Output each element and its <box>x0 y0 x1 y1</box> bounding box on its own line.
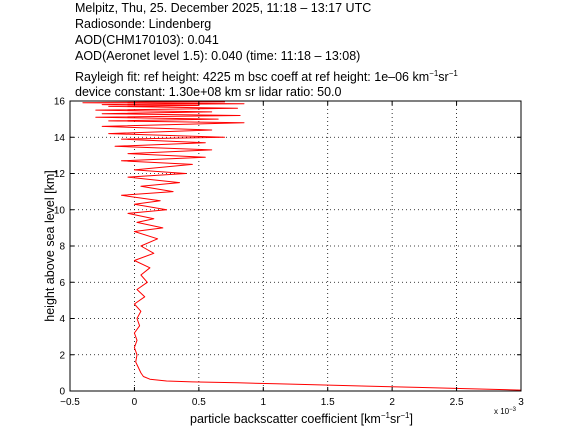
title-line-device-constant: device constant: 1.30e+08 km sr lidar ra… <box>75 85 342 99</box>
backscatter-profile-line <box>82 100 522 391</box>
y-tick-label: 8 <box>59 242 65 253</box>
y-tick-label: 14 <box>54 133 66 144</box>
x-tick-label: 0.5 <box>192 397 206 408</box>
y-tick-label: 4 <box>59 314 65 325</box>
x-tick-label: 3 <box>518 397 524 408</box>
plot-area <box>70 101 521 391</box>
y-tick-label: 2 <box>59 350 65 361</box>
title-line-aod-aeronet: AOD(Aeronet level 1.5): 0.040 (time: 11:… <box>75 49 361 63</box>
x-tick-label: 2.5 <box>450 397 464 408</box>
x-tick-label: 2 <box>389 397 395 408</box>
x-axis-exponent: x 10−3 <box>494 407 517 416</box>
title-line-rayleigh-fit: Rayleigh fit: ref height: 4225 m bsc coe… <box>75 69 458 85</box>
x-tick-label: 0 <box>132 397 138 408</box>
title-line-aod-chm: AOD(CHM170103): 0.041 <box>75 33 219 47</box>
title-line-station: Melpitz, Thu, 25. December 2025, 11:18 –… <box>75 1 372 15</box>
x-tick-label: −0.5 <box>60 397 80 408</box>
series-layer <box>82 100 522 391</box>
y-tick-label: 10 <box>54 205 66 216</box>
y-tick-label: 0 <box>59 387 65 398</box>
y-tick-label: 16 <box>54 97 66 108</box>
y-tick-label: 6 <box>59 278 65 289</box>
y-axis-label: height above sea level [km] <box>43 170 57 321</box>
x-axis-label: particle backscatter coefficient [km−1sr… <box>190 411 413 426</box>
title-line-radiosonde: Radiosonde: Lindenberg <box>75 17 212 31</box>
x-tick-label: 1 <box>261 397 267 408</box>
x-tick-label: 1.5 <box>321 397 335 408</box>
y-tick-label: 12 <box>54 169 66 180</box>
